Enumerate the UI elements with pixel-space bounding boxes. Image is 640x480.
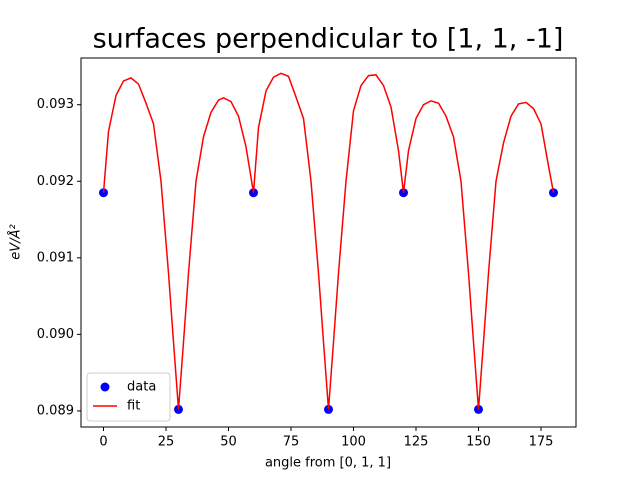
y-tick-label: 0.089 — [37, 403, 74, 418]
x-tick-label: 0 — [99, 435, 107, 450]
fit-line — [102, 72, 555, 410]
x-tick-label: 150 — [466, 435, 491, 450]
legend-marker — [100, 382, 110, 392]
y-axis-label: eV/Å² — [8, 224, 24, 259]
y-tick-label: 0.093 — [37, 97, 74, 112]
legend-label: data — [127, 380, 156, 395]
legend-label: fit — [127, 399, 140, 414]
x-tick-label: 125 — [404, 435, 429, 450]
x-tick-label: 175 — [529, 435, 554, 450]
x-tick-label: 100 — [341, 435, 366, 450]
y-tick-label: 0.090 — [37, 327, 74, 342]
y-tick-label: 0.091 — [37, 250, 74, 265]
x-axis-label: angle from [0, 1, 1] — [265, 456, 391, 471]
plot-frame — [80, 57, 577, 428]
chart-title: surfaces perpendicular to [1, 1, -1] — [93, 24, 564, 55]
x-tick-label: 50 — [220, 435, 237, 450]
y-tick-label: 0.092 — [37, 174, 74, 189]
x-tick-label: 75 — [283, 435, 300, 450]
x-tick-label: 25 — [158, 435, 175, 450]
